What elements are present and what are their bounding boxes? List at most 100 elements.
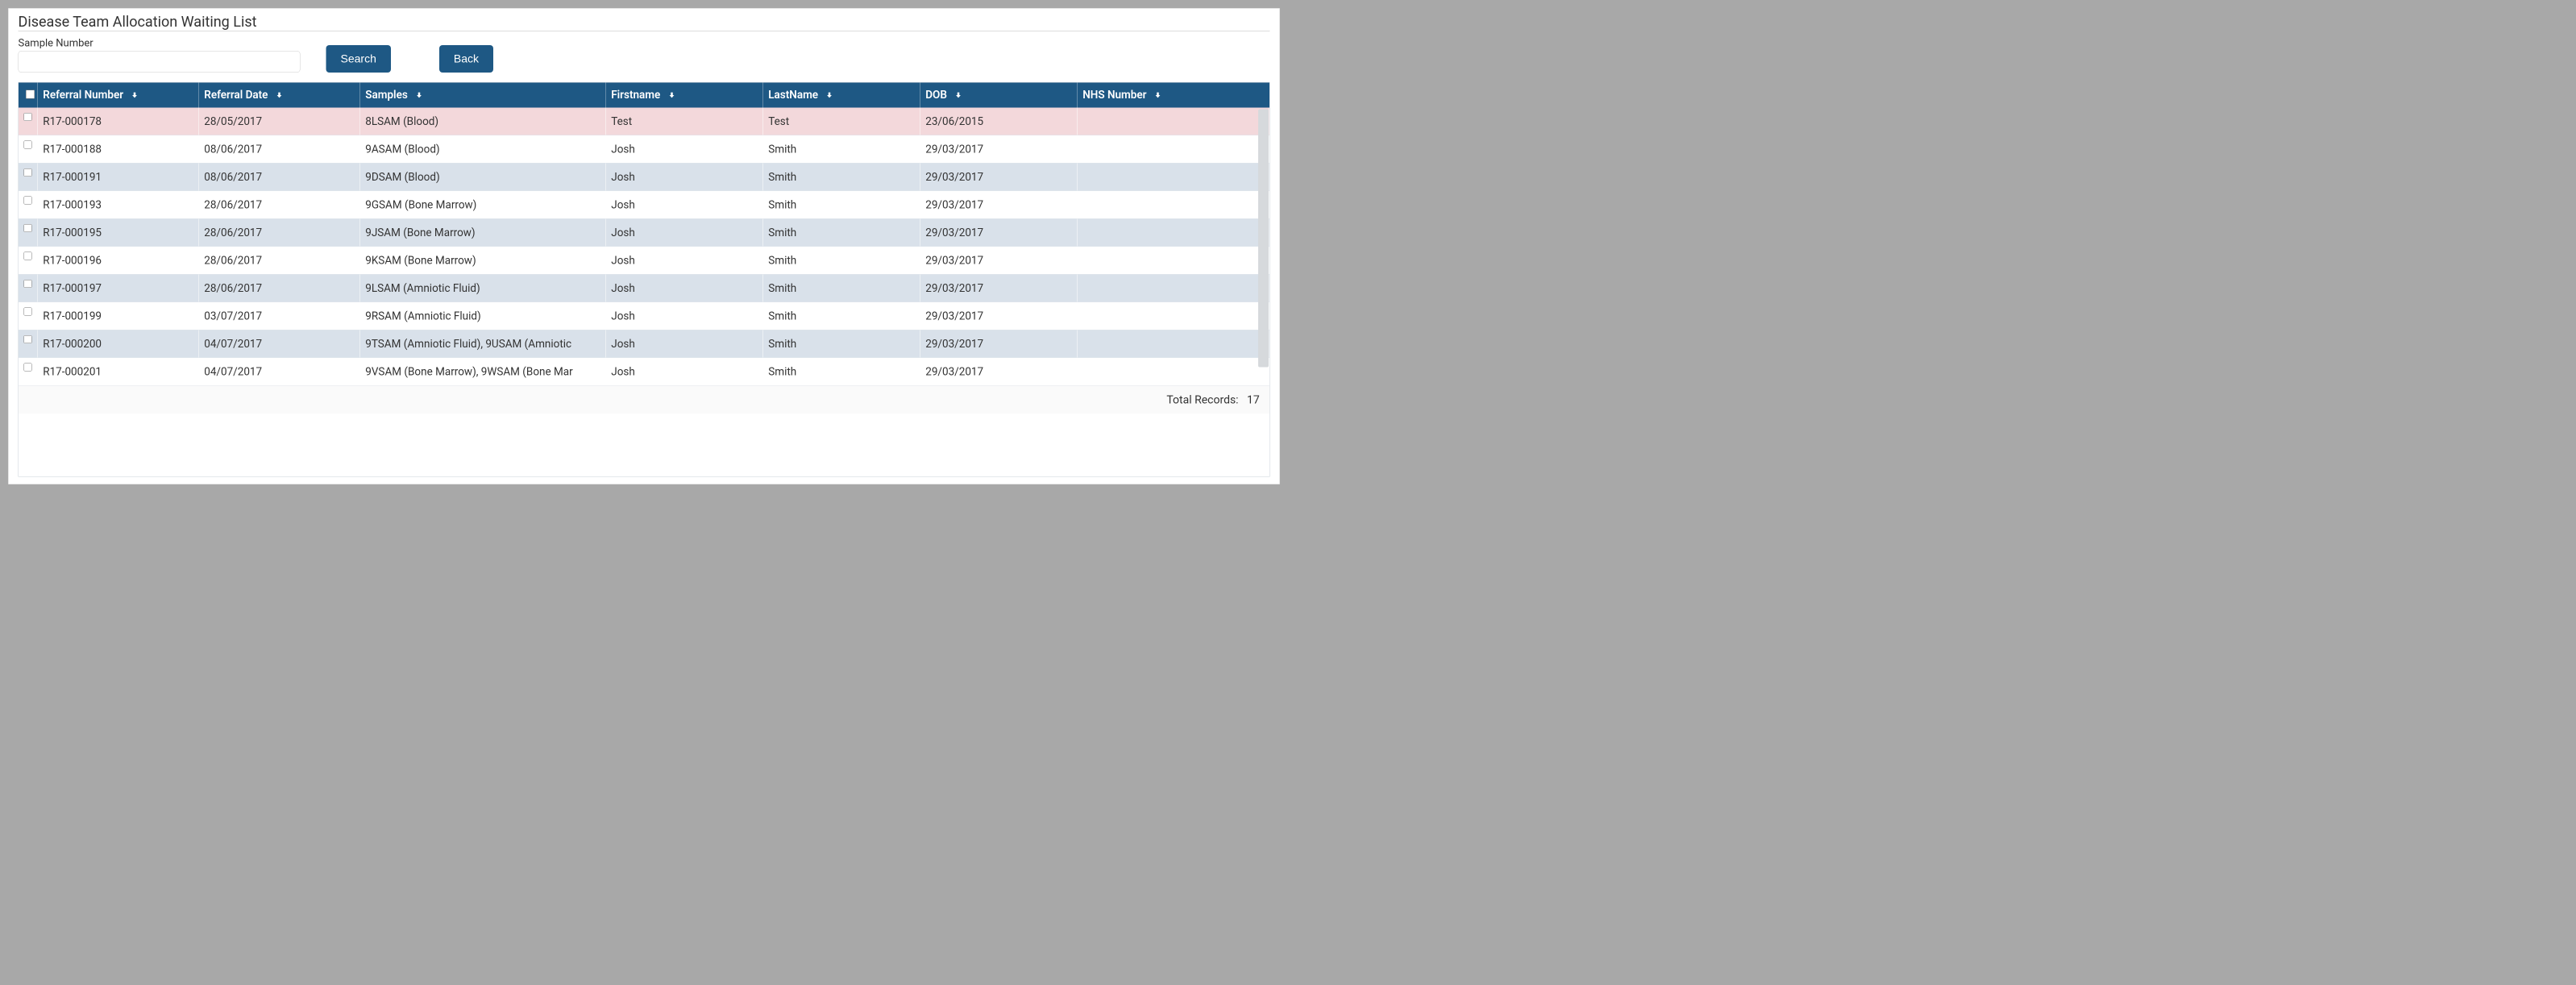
cell-nhs (1077, 302, 1269, 330)
cell-nhs (1077, 107, 1269, 135)
sort-desc-icon (131, 89, 139, 102)
row-checkbox[interactable] (24, 168, 32, 177)
select-all-header[interactable] (19, 83, 37, 108)
col-header-label: Referral Number (43, 89, 123, 102)
cell-samples: 8LSAM (Blood) (359, 107, 605, 135)
cell-last: Smith (762, 302, 920, 330)
cell-referral: R17-000191 (37, 163, 198, 191)
table-header-row: Referral Number Referral Date SamplesFirst… (19, 83, 1269, 108)
cell-date: 08/06/2017 (198, 135, 359, 164)
cell-last: Smith (762, 274, 920, 302)
row-checkbox[interactable] (24, 280, 32, 288)
cell-referral: R17-000196 (37, 247, 198, 275)
cell-date: 04/07/2017 (198, 358, 359, 386)
row-checkbox[interactable] (24, 196, 32, 204)
col-header-last[interactable]: LastName (762, 83, 920, 108)
cell-first: Josh (605, 302, 762, 330)
cell-date: 28/05/2017 (198, 107, 359, 135)
table-row[interactable]: R17-00019328/06/20179GSAM (Bone Marrow)J… (19, 191, 1269, 219)
row-select-cell[interactable] (19, 302, 37, 330)
row-checkbox[interactable] (24, 140, 32, 148)
cell-first: Josh (605, 191, 762, 219)
sample-number-field: Sample Number (19, 37, 301, 73)
cell-nhs (1077, 358, 1269, 386)
sort-desc-icon (415, 89, 423, 102)
cell-samples: 9LSAM (Amniotic Fluid) (359, 274, 605, 302)
cell-last: Smith (762, 358, 920, 386)
col-header-date[interactable]: Referral Date (198, 83, 359, 108)
cell-referral: R17-000195 (37, 218, 198, 247)
table-row[interactable]: R17-00017828/05/20178LSAM (Blood)TestTes… (19, 107, 1269, 135)
sort-desc-icon (954, 89, 962, 102)
select-all-checkbox[interactable] (26, 89, 35, 98)
row-checkbox[interactable] (24, 224, 32, 232)
cell-date: 03/07/2017 (198, 302, 359, 330)
sort-desc-icon (275, 89, 283, 102)
sample-number-input[interactable] (19, 51, 301, 73)
scrollbar-thumb[interactable] (1258, 110, 1269, 368)
cell-nhs (1077, 330, 1269, 358)
col-header-samples[interactable]: Samples (359, 83, 605, 108)
row-checkbox[interactable] (24, 113, 32, 121)
search-button[interactable]: Search (326, 45, 391, 73)
cell-first: Josh (605, 135, 762, 164)
cell-referral: R17-000201 (37, 358, 198, 386)
cell-samples: 9VSAM (Bone Marrow), 9WSAM (Bone Mar (359, 358, 605, 386)
table-row[interactable]: R17-00019528/06/20179JSAM (Bone Marrow)J… (19, 218, 1269, 247)
cell-referral: R17-000199 (37, 302, 198, 330)
page-title: Disease Team Allocation Waiting List (19, 14, 1270, 32)
sort-desc-icon (825, 89, 833, 102)
table-row[interactable]: R17-00019728/06/20179LSAM (Amniotic Flui… (19, 274, 1269, 302)
col-header-nhs[interactable]: NHS Number (1077, 83, 1269, 108)
row-select-cell[interactable] (19, 163, 37, 191)
row-select-cell[interactable] (19, 107, 37, 135)
table-row[interactable]: R17-00019903/07/20179RSAM (Amniotic Flui… (19, 302, 1269, 330)
cell-first: Josh (605, 163, 762, 191)
row-select-cell[interactable] (19, 247, 37, 275)
cell-nhs (1077, 135, 1269, 164)
cell-dob: 29/03/2017 (920, 218, 1077, 247)
table-row[interactable]: R17-00019628/06/20179KSAM (Bone Marrow)J… (19, 247, 1269, 275)
row-select-cell[interactable] (19, 274, 37, 302)
table-row[interactable]: R17-00019108/06/20179DSAM (Blood)JoshSmi… (19, 163, 1269, 191)
row-select-cell[interactable] (19, 191, 37, 219)
col-header-referral[interactable]: Referral Number (37, 83, 198, 108)
col-header-label: DOB (925, 89, 947, 102)
row-select-cell[interactable] (19, 135, 37, 164)
cell-date: 28/06/2017 (198, 218, 359, 247)
panel: Disease Team Allocation Waiting List Sam… (8, 8, 1280, 484)
cell-last: Smith (762, 218, 920, 247)
search-area: Sample Number Search Back (19, 37, 1270, 73)
cell-last: Smith (762, 330, 920, 358)
table-row[interactable]: R17-00018808/06/20179ASAM (Blood)JoshSmi… (19, 135, 1269, 164)
cell-dob: 29/03/2017 (920, 358, 1077, 386)
row-select-cell[interactable] (19, 218, 37, 247)
row-checkbox[interactable] (24, 363, 32, 371)
row-checkbox[interactable] (24, 335, 32, 343)
row-checkbox[interactable] (24, 307, 32, 315)
row-select-cell[interactable] (19, 330, 37, 358)
row-select-cell[interactable] (19, 358, 37, 386)
cell-dob: 29/03/2017 (920, 330, 1077, 358)
cell-samples: 9GSAM (Bone Marrow) (359, 191, 605, 219)
col-header-label: Referral Date (204, 89, 268, 102)
cell-dob: 29/03/2017 (920, 135, 1077, 164)
col-header-dob[interactable]: DOB (920, 83, 1077, 108)
cell-nhs (1077, 218, 1269, 247)
cell-dob: 23/06/2015 (920, 107, 1077, 135)
cell-first: Josh (605, 218, 762, 247)
col-header-first[interactable]: Firstname (605, 83, 762, 108)
row-checkbox[interactable] (24, 251, 32, 260)
cell-date: 08/06/2017 (198, 163, 359, 191)
table-row[interactable]: R17-00020104/07/20179VSAM (Bone Marrow),… (19, 358, 1269, 386)
cell-dob: 29/03/2017 (920, 302, 1077, 330)
cell-date: 28/06/2017 (198, 247, 359, 275)
cell-first: Josh (605, 247, 762, 275)
cell-referral: R17-000193 (37, 191, 198, 219)
cell-referral: R17-000200 (37, 330, 198, 358)
back-button[interactable]: Back (439, 45, 493, 73)
table-row[interactable]: R17-00020004/07/20179TSAM (Amniotic Flui… (19, 330, 1269, 358)
cell-nhs (1077, 191, 1269, 219)
footer-label: Total Records: (1166, 393, 1238, 406)
cell-last: Smith (762, 247, 920, 275)
